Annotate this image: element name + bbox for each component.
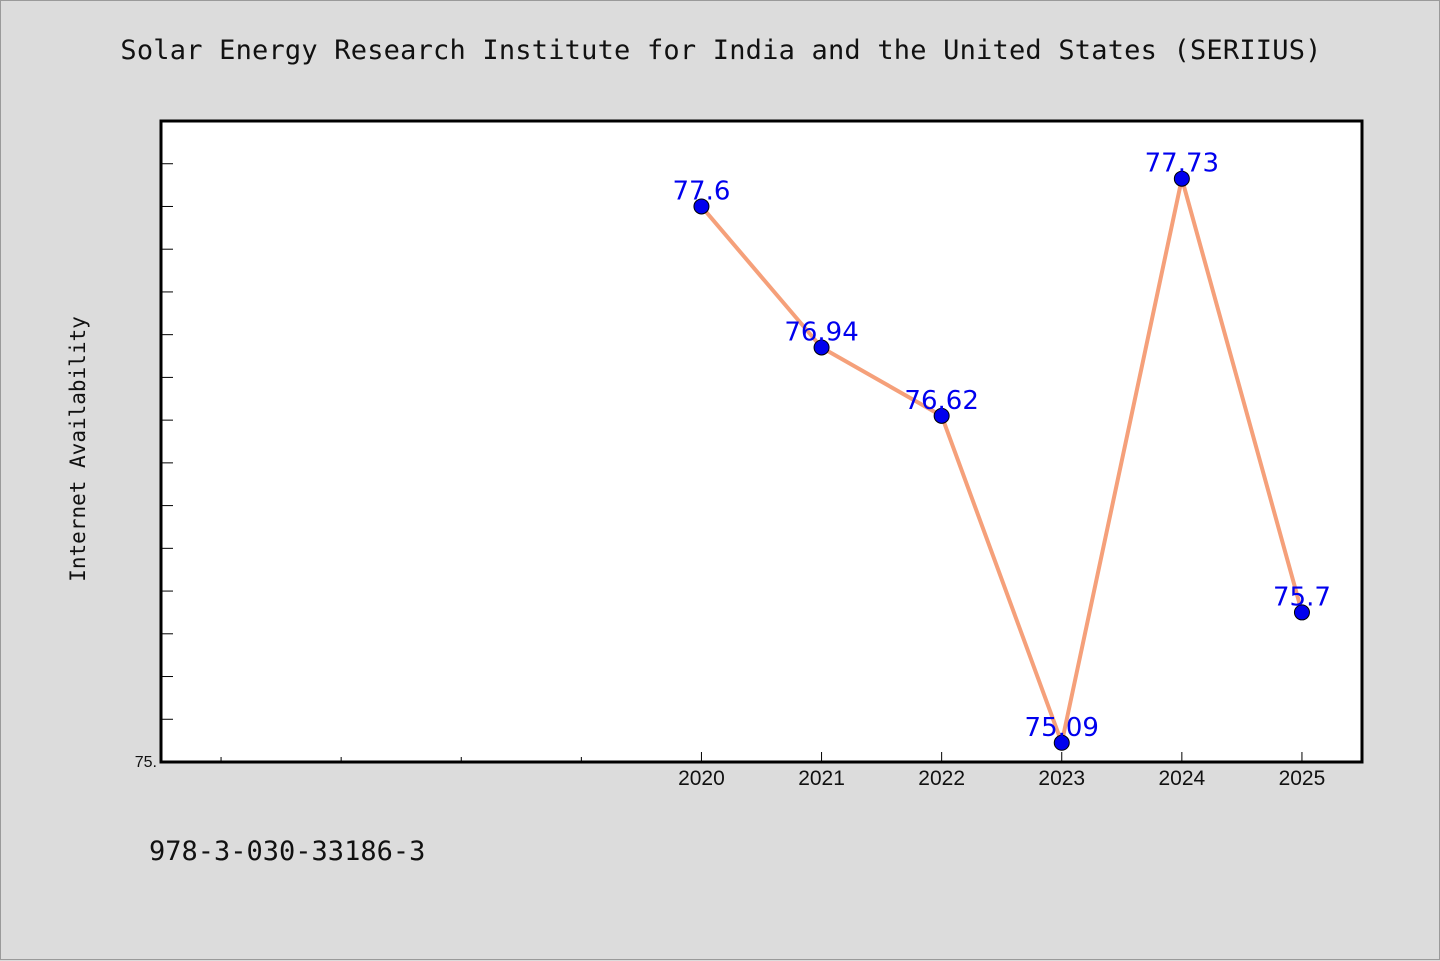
data-label: 76.94	[784, 317, 858, 347]
data-point	[1173, 170, 1190, 187]
data-point	[813, 339, 830, 356]
x-tick-label: 2021	[798, 767, 845, 790]
data-label: 76.62	[904, 386, 978, 416]
data-label: 75.09	[1025, 713, 1099, 743]
data-label: 77.6	[673, 176, 731, 206]
series-line	[699, 176, 1304, 745]
x-tick-label: 2022	[918, 767, 965, 790]
series-group: 77.6 76.94 76.62 75.09 77.73 75.7	[673, 149, 1331, 751]
x-axis-ticks: 2020 2021 2022 2023 2024 2025	[220, 752, 1326, 790]
plot-area	[159, 119, 1364, 764]
data-label: 77.73	[1145, 149, 1219, 179]
data-point	[1053, 734, 1070, 751]
x-tick-label: 2024	[1158, 767, 1205, 790]
y-tick-label: 75.	[135, 754, 157, 771]
data-label: 75.7	[1273, 582, 1331, 612]
y-axis-ticks: 75.	[135, 120, 173, 771]
data-point	[933, 407, 950, 424]
x-tick-label: 2025	[1279, 767, 1326, 790]
footer-isbn: 978-3-030-33186-3	[149, 836, 426, 867]
x-tick-label: 2020	[678, 767, 725, 790]
data-point	[693, 198, 710, 215]
x-tick-label: 2023	[1038, 767, 1085, 790]
chart-title: Solar Energy Research Institute for Indi…	[120, 35, 1322, 66]
data-point	[1293, 604, 1310, 621]
